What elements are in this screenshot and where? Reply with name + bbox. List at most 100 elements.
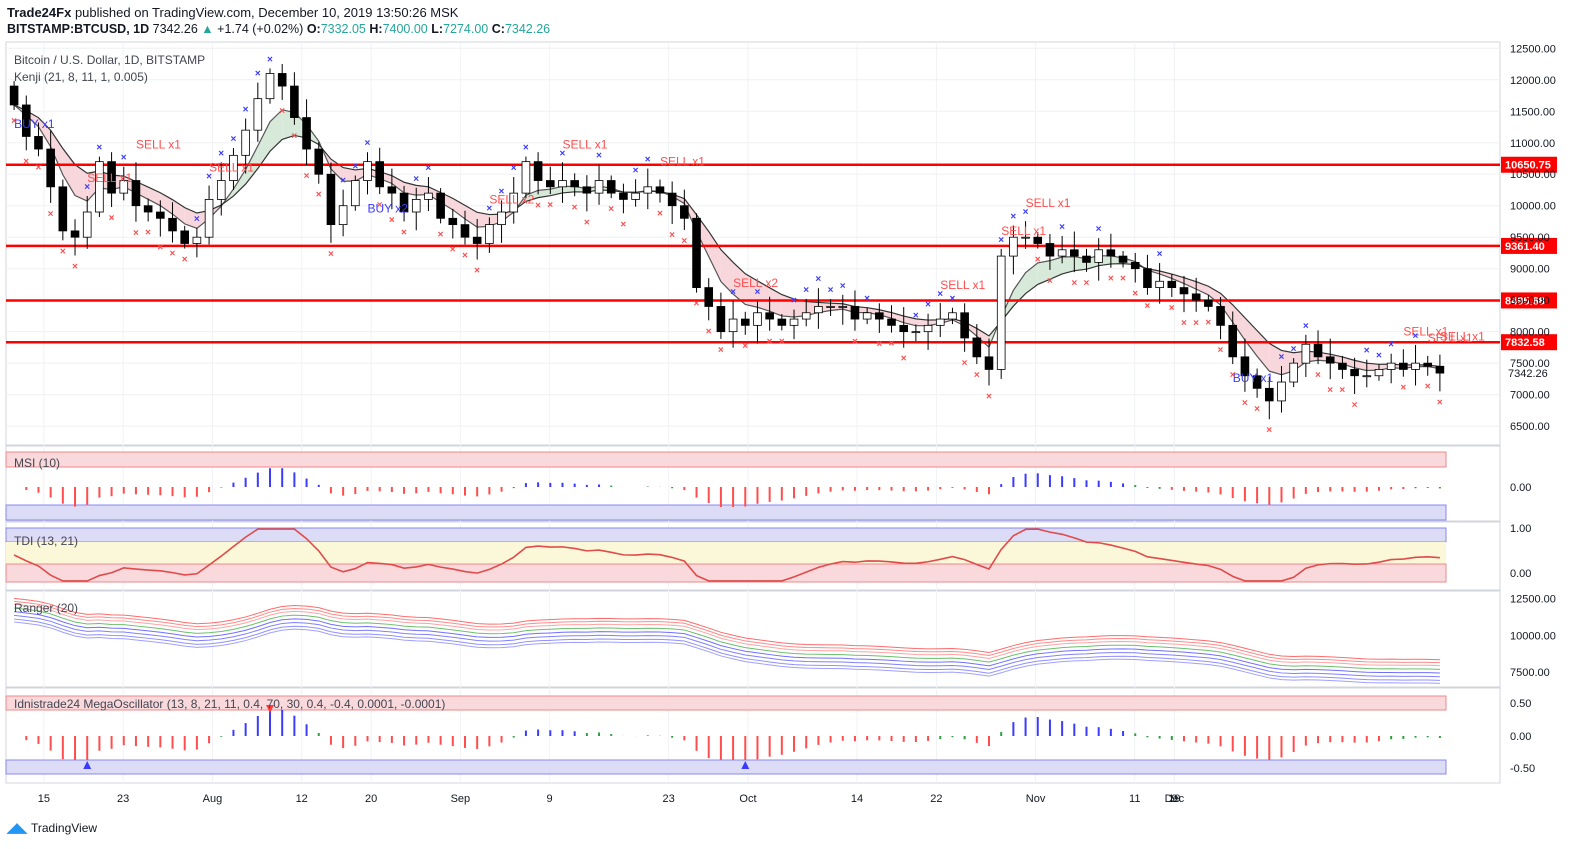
kenji-cloud-segment	[38, 117, 51, 147]
ranger-band-line	[14, 611, 1440, 674]
sell-cross-icon: ×	[462, 250, 468, 261]
buy-cross-icon: ×	[815, 274, 821, 285]
candle-body	[1313, 343, 1323, 358]
candle-body	[156, 211, 165, 219]
time-tick-label: 9	[547, 793, 553, 805]
candle-body	[387, 186, 397, 194]
tdi-mid-band	[6, 542, 1446, 564]
candle-body	[570, 180, 579, 188]
kenji-cloud-segment	[1062, 256, 1075, 274]
candle-body	[1155, 280, 1164, 288]
sell-cross-icon: ×	[706, 326, 712, 337]
footer-brand[interactable]: ◢◣ TradingView	[7, 820, 97, 836]
candle-body	[314, 148, 324, 175]
sell-cross-icon: ×	[438, 229, 444, 240]
sell-cross-icon: ×	[779, 336, 785, 347]
buy-cross-icon: ×	[499, 186, 505, 197]
buy-cross-icon: ×	[1023, 207, 1029, 218]
buy-cross-icon: ×	[633, 165, 639, 176]
candle-body	[850, 306, 860, 320]
candle-body	[1179, 287, 1189, 295]
sell-signal-label: SELL x2	[489, 192, 534, 206]
sell-signal-label: SELL x1	[660, 155, 705, 169]
sell-cross-icon: ×	[1181, 318, 1187, 329]
published-text: published on TradingView.com, December 1…	[74, 5, 459, 20]
candle-body	[960, 312, 969, 339]
candle-body	[972, 337, 982, 358]
sell-cross-icon: ×	[1120, 273, 1126, 284]
price-tick-label: 7000.00	[1510, 390, 1550, 402]
candle-body	[229, 154, 238, 181]
mega-label: Idnistrade24 MegaOscillator (13, 8, 21, …	[14, 697, 446, 711]
open-value: 7332.05	[320, 22, 366, 36]
publisher-name[interactable]: Trade24Fx	[7, 5, 72, 20]
candle-body	[1374, 369, 1384, 377]
buy-cross-icon: ×	[828, 285, 834, 296]
kenji-cloud-segment	[257, 121, 271, 169]
open-label: O:	[306, 22, 321, 36]
candle-body	[765, 312, 774, 320]
candle-body	[631, 192, 640, 200]
kenji-cloud-segment	[769, 287, 782, 316]
sell-cross-icon: ×	[145, 227, 151, 238]
kenji-cloud-segment	[343, 167, 356, 182]
candle-body	[692, 217, 701, 288]
buy-cross-icon: ×	[937, 289, 943, 300]
footer-brand-text: TradingView	[31, 821, 98, 835]
candle-body	[460, 224, 470, 238]
sell-cross-icon: ×	[1144, 301, 1150, 312]
candle-body	[1411, 362, 1420, 370]
kenji-cloud-segment	[1183, 277, 1197, 290]
sell-cross-icon: ×	[1084, 278, 1090, 289]
candle-body	[265, 73, 275, 100]
price-tick-label: 8500.00	[1510, 295, 1550, 307]
sell-signal-label: SELL x1	[562, 137, 607, 151]
level-tag-label: 7832.58	[1505, 337, 1545, 349]
sell-cross-icon: ×	[852, 337, 858, 348]
price-tick-label: 11000.00	[1510, 138, 1555, 150]
candle-body	[375, 161, 384, 188]
mega-sell-triangle-icon	[266, 705, 275, 713]
kenji-cloud-segment	[477, 212, 490, 228]
candle-body	[204, 199, 214, 238]
price-tick-label: 7500.00	[1510, 358, 1550, 370]
candle-body	[95, 161, 104, 213]
candle-body	[984, 356, 994, 370]
candle-body	[131, 180, 141, 207]
level-tag	[1501, 156, 1557, 173]
mega-lower-band	[5, 759, 1447, 775]
candle-body	[436, 192, 445, 219]
buy-cross-icon: ×	[1413, 331, 1419, 342]
time-tick-label: 23	[117, 793, 129, 805]
ranger-tick-label: 10000.00	[1510, 630, 1556, 642]
sell-cross-icon: ×	[620, 219, 626, 230]
sell-cross-icon: ×	[389, 215, 395, 226]
kenji-cloud-segment	[1366, 363, 1379, 371]
price-tick-label: 11500.00	[1510, 106, 1555, 118]
buy-cross-icon: ×	[754, 287, 760, 298]
kenji-slow-line	[13, 104, 1440, 368]
candle-body	[1021, 236, 1030, 239]
buy-cross-icon: ×	[864, 294, 870, 305]
candle-body	[728, 318, 738, 333]
main-pane-title: Bitcoin / U.S. Dollar, 1D, BITSTAMP	[14, 53, 206, 67]
sell-signal-label: SELL x1	[1026, 196, 1071, 210]
sell-cross-icon: ×	[109, 213, 115, 224]
msi-label: MSI (10)	[14, 456, 61, 470]
change-text: +1.74 (+0.02%)	[217, 22, 304, 36]
candle-body	[911, 331, 921, 334]
ranger-tick-label: 7500.00	[1510, 667, 1550, 679]
candle-body	[704, 287, 714, 307]
time-tick-label: Nov	[1026, 793, 1046, 805]
sell-cross-icon: ×	[1400, 383, 1406, 394]
low-label: L:	[431, 22, 444, 36]
candle-body	[619, 192, 628, 200]
sell-signal-label: SELL x1	[87, 171, 132, 185]
kenji-cloud-segment	[1196, 281, 1209, 295]
candle-body	[472, 236, 482, 244]
ranger-band-line	[14, 618, 1440, 681]
level-tag	[1501, 292, 1557, 309]
candle-body	[1362, 375, 1372, 378]
sell-cross-icon: ×	[133, 228, 139, 239]
